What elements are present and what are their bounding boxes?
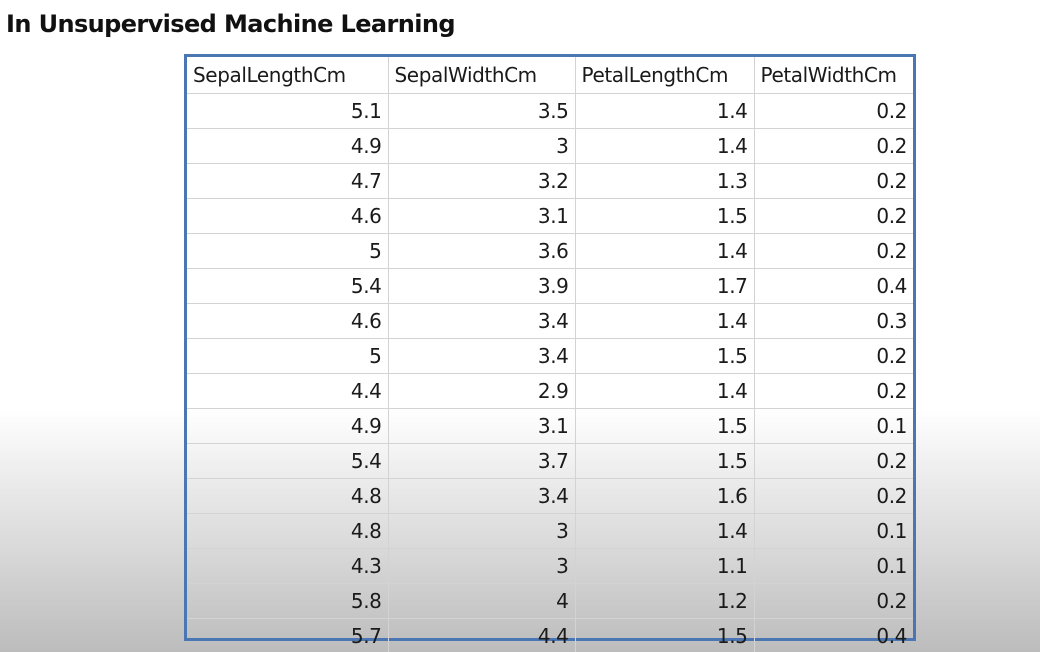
table-row: 4.8 3.4 1.6 0.2 [187,478,913,514]
table-row: 4.7 3.2 1.3 0.2 [187,163,913,199]
table-row: 5.7 4.4 1.5 0.4 [187,618,913,652]
table-cell: 0.1 [754,513,913,549]
table-cell: 1.1 [575,548,755,584]
column-header-petal-length: PetalLengthCm [575,57,755,94]
table-cell: 3.4 [388,478,576,514]
table-cell: 1.5 [575,408,755,444]
table-row: 5 3.6 1.4 0.2 [187,233,913,269]
table-cell: 0.2 [754,373,913,409]
table-row: 5 3.4 1.5 0.2 [187,338,913,374]
table-cell: 1.4 [575,513,755,549]
table-cell: 1.4 [575,373,755,409]
table-cell: 0.2 [754,233,913,269]
table-cell: 1.5 [575,618,755,652]
table-body: 5.1 3.5 1.4 0.2 4.9 3 1.4 0.2 4.7 3.2 1.… [187,93,913,652]
table-cell: 4.4 [187,373,389,409]
table-cell: 4.6 [187,198,389,234]
table-cell: 0.2 [754,93,913,129]
table-cell: 1.2 [575,583,755,619]
table-cell: 0.1 [754,548,913,584]
table-cell: 1.4 [575,303,755,339]
table-cell: 4.9 [187,408,389,444]
table-cell: 1.4 [575,128,755,164]
iris-data-table-frame: SepalLengthCm SepalWidthCm PetalLengthCm… [184,54,916,652]
table-cell: 0.4 [754,268,913,304]
table-cell: 0.4 [876,624,907,648]
table-cell: 1.4 [575,233,755,269]
table-cell: 1.5 [575,443,755,479]
table-cell: 5.4 [187,268,389,304]
table-cell: 3 [388,548,576,584]
table-cell: 3.5 [388,93,576,129]
table-cell: 0.1 [754,408,913,444]
table-cell: 2.9 [388,373,576,409]
column-header-sepal-length: SepalLengthCm [187,57,389,94]
table-cell: 3.1 [388,408,576,444]
table-cell: 0.2 [754,198,913,234]
table-cell: 5.8 [187,583,389,619]
iris-data-table: SepalLengthCm SepalWidthCm PetalLengthCm… [187,57,913,652]
table-cell: 1.5 [575,198,755,234]
table-cell: 3.7 [388,443,576,479]
table-row: 4.6 3.1 1.5 0.2 [187,198,913,234]
table-row: 4.8 3 1.4 0.1 [187,513,913,549]
table-row: 4.9 3 1.4 0.2 [187,128,913,164]
table-cell: 0.2 [754,478,913,514]
column-header-petal-width: PetalWidthCm [754,57,913,94]
table-cell: 3.9 [388,268,576,304]
table-cell: 0.2 [754,443,913,479]
table-cell: 4.6 [187,303,389,339]
table-row: 5.4 3.9 1.7 0.4 [187,268,913,304]
table-row: 5.4 3.7 1.5 0.2 [187,443,913,479]
table-cell: 4.8 [187,478,389,514]
slide-title: In Unsupervised Machine Learning [6,10,456,38]
table-header-row: SepalLengthCm SepalWidthCm PetalLengthCm… [187,57,913,94]
table-cell: 0.2 [754,163,913,199]
table-cell: 1.5 [575,338,755,374]
table-row: 5.1 3.5 1.4 0.2 [187,93,913,129]
table-cell: 3.6 [388,233,576,269]
table-cell: 3.4 [388,303,576,339]
table-cell: 3.1 [388,198,576,234]
table-cell: 1.3 [575,163,755,199]
table-cell: 5 [187,338,389,374]
table-row: 4.3 3 1.1 0.1 [187,548,913,584]
table-cell: 3.2 [388,163,576,199]
table-cell: 0.2 [754,583,913,619]
table-cell: 1.6 [575,478,755,514]
table-row: 4.4 2.9 1.4 0.2 [187,373,913,409]
table-cell: 1.7 [575,268,755,304]
table-cell: 0.2 [754,338,913,374]
table-cell: 3 [388,128,576,164]
table-cell: 4.4 [388,618,576,652]
table-cell: 1.4 [575,93,755,129]
table-cell: 4 [388,583,576,619]
table-cell: 4.3 [187,548,389,584]
table-cell: 0.3 [754,303,913,339]
table-cell: 3 [388,513,576,549]
table-cell: 5.4 [187,443,389,479]
table-cell: 4.7 [187,163,389,199]
table-row: 4.6 3.4 1.4 0.3 [187,303,913,339]
table-cell: 5.1 [187,93,389,129]
table-cell: 4.9 [187,128,389,164]
table-row: 4.9 3.1 1.5 0.1 [187,408,913,444]
table-cell: 5.7 [187,618,389,652]
table-cell: 5 [187,233,389,269]
table-cell: 3.4 [388,338,576,374]
table-cell: 4.8 [187,513,389,549]
column-header-sepal-width: SepalWidthCm [388,57,576,94]
table-row: 5.8 4 1.2 0.2 [187,583,913,619]
table-cell: 0.2 [754,128,913,164]
